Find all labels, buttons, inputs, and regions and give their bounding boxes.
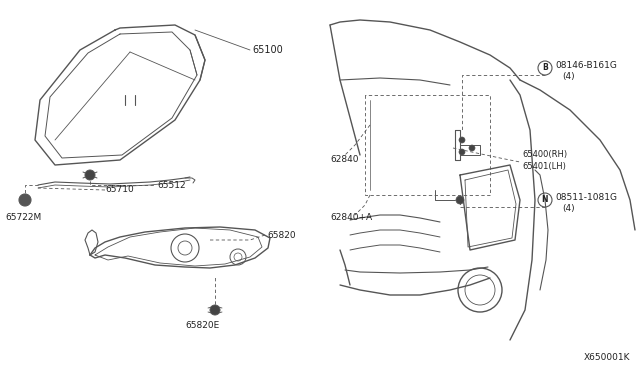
Text: B: B <box>542 64 548 73</box>
Text: 65710: 65710 <box>105 186 134 195</box>
Text: X650001K: X650001K <box>584 353 630 362</box>
Circle shape <box>210 305 220 315</box>
Text: 62840: 62840 <box>330 155 358 164</box>
Circle shape <box>459 137 465 143</box>
Text: 62840+A: 62840+A <box>330 214 372 222</box>
Text: 65512: 65512 <box>157 180 186 189</box>
Text: (4): (4) <box>562 205 575 214</box>
Text: 08511-1081G: 08511-1081G <box>555 192 617 202</box>
Text: 65722M: 65722M <box>5 214 41 222</box>
Text: 65100: 65100 <box>252 45 283 55</box>
Text: N: N <box>541 196 548 205</box>
Text: 08146-B161G: 08146-B161G <box>555 61 617 70</box>
Circle shape <box>85 170 95 180</box>
Text: 65820E: 65820E <box>185 321 220 330</box>
Circle shape <box>469 145 475 151</box>
Text: (4): (4) <box>562 73 575 81</box>
Circle shape <box>456 196 464 204</box>
Circle shape <box>459 149 465 155</box>
Circle shape <box>19 194 31 206</box>
Text: 65820: 65820 <box>267 231 296 240</box>
Text: 65401(LH): 65401(LH) <box>522 163 566 171</box>
Text: 65400(RH): 65400(RH) <box>522 151 567 160</box>
